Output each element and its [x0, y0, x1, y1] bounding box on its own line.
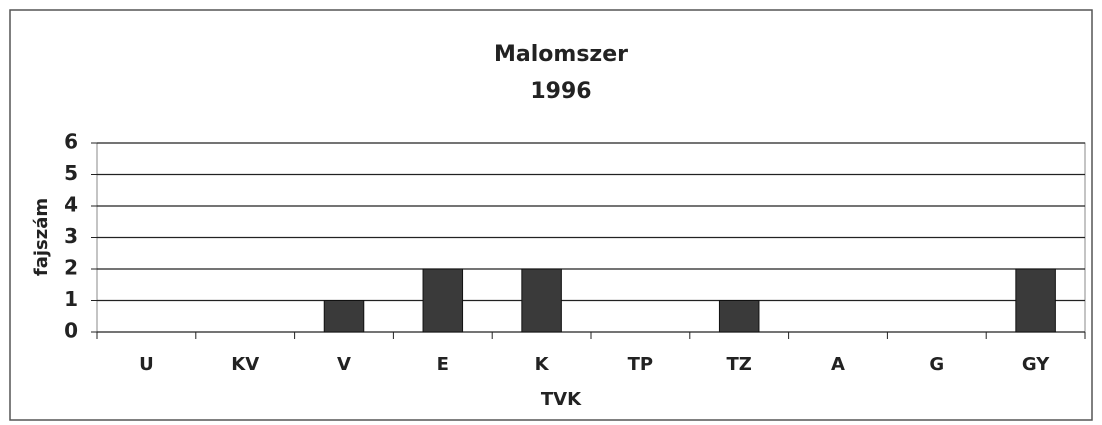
bar: [718, 300, 760, 333]
x-tick-label: E: [437, 354, 449, 375]
x-tick-label: TZ: [727, 354, 752, 375]
bar: [521, 268, 562, 333]
x-tick-label: GY: [1022, 354, 1050, 375]
x-tick-label: K: [535, 354, 550, 375]
x-tick-label: V: [337, 354, 351, 375]
y-axis-label: fajszám: [31, 198, 52, 276]
y-tick-label: 3: [64, 224, 78, 248]
x-tick-label: A: [831, 354, 845, 375]
y-tick-label: 4: [64, 193, 78, 217]
bar: [422, 268, 464, 333]
y-tick-label: 5: [64, 161, 78, 185]
frame: [9, 9, 1093, 421]
y-tick-label: 2: [64, 256, 78, 280]
y-tick-label: 6: [64, 130, 78, 154]
x-tick-label: TP: [628, 354, 653, 375]
y-tick-label: 1: [64, 287, 78, 311]
bar: [323, 300, 365, 333]
x-tick-label: KV: [231, 354, 259, 375]
chart-subtitle: 1996: [530, 79, 591, 104]
x-tick-label: G: [929, 354, 944, 375]
x-tick-label: U: [139, 354, 154, 375]
bar: [1015, 268, 1056, 333]
chart-title: Malomszer: [494, 42, 628, 67]
y-tick-label: 0: [64, 319, 78, 343]
x-axis-label: TVK: [541, 389, 582, 410]
